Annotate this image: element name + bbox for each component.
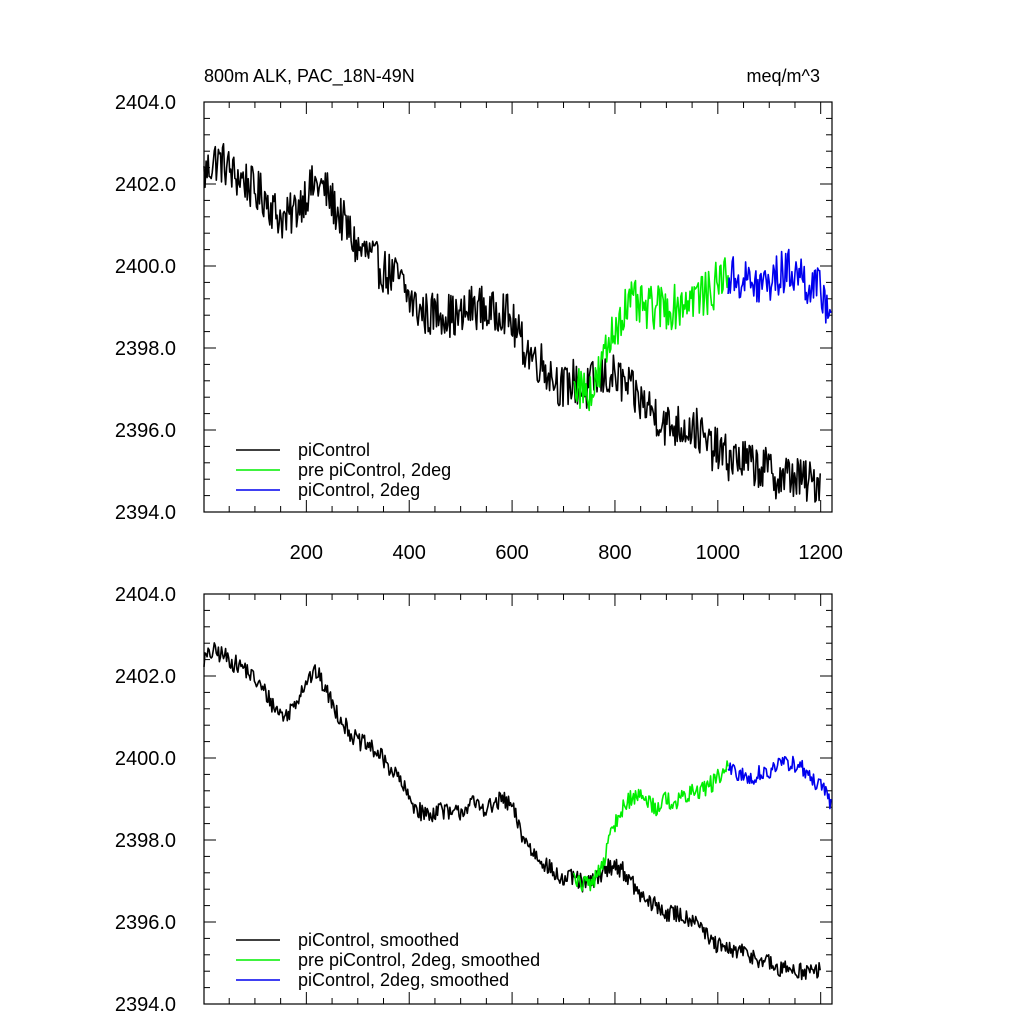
y-tick-label: 2402.0 — [115, 666, 176, 688]
x-tick-label: 200 — [290, 542, 323, 564]
plot-frame — [203, 593, 833, 1005]
y-tick-label: 2396.0 — [115, 912, 176, 934]
y-tick-label: 2402.0 — [115, 174, 176, 196]
legend-label: piControl, 2deg — [298, 480, 420, 500]
y-tick-label: 2396.0 — [115, 420, 176, 442]
y-tick-label: 2400.0 — [115, 748, 176, 770]
chart-units: meq/m^3 — [747, 66, 820, 86]
plot-frame — [203, 101, 833, 513]
series-line-1 — [203, 642, 821, 981]
series-line-2 — [573, 760, 729, 892]
legend-label: piControl — [298, 440, 370, 460]
y-tick-label: 2394.0 — [115, 502, 176, 524]
x-tick-label: 400 — [393, 542, 426, 564]
x-tick-label: 600 — [495, 542, 528, 564]
series-line-3 — [727, 755, 832, 810]
y-tick-label: 2404.0 — [115, 584, 176, 606]
y-tick-label: 2404.0 — [115, 92, 176, 114]
x-tick-label: 800 — [598, 542, 631, 564]
chart-title: 800m ALK, PAC_18N-49N — [204, 66, 415, 87]
bottom-panel: 2394.0 2396.0 2398.0 2400.0 2402.0 2404.0 piCo… — [115, 584, 833, 1016]
y-tick-label: 2394.0 — [115, 994, 176, 1016]
top-panel: 2394.0 2396.0 2398.0 2400.0 2402.0 2404.0 200 4… — [115, 92, 843, 564]
legend-label: pre piControl, 2deg, smoothed — [298, 950, 540, 970]
legend-label: pre piControl, 2deg — [298, 460, 451, 480]
series-line-3 — [727, 248, 832, 324]
legend-label: piControl, smoothed — [298, 930, 459, 950]
y-tick-label: 2398.0 — [115, 338, 176, 360]
y-tick-label: 2398.0 — [115, 830, 176, 852]
x-tick-label: 1200 — [798, 542, 843, 564]
x-tick-label: 1000 — [696, 542, 741, 564]
series-line-1 — [203, 143, 821, 503]
series-line-2 — [573, 257, 729, 412]
y-tick-label: 2400.0 — [115, 256, 176, 278]
legend-label: piControl, 2deg, smoothed — [298, 970, 509, 990]
